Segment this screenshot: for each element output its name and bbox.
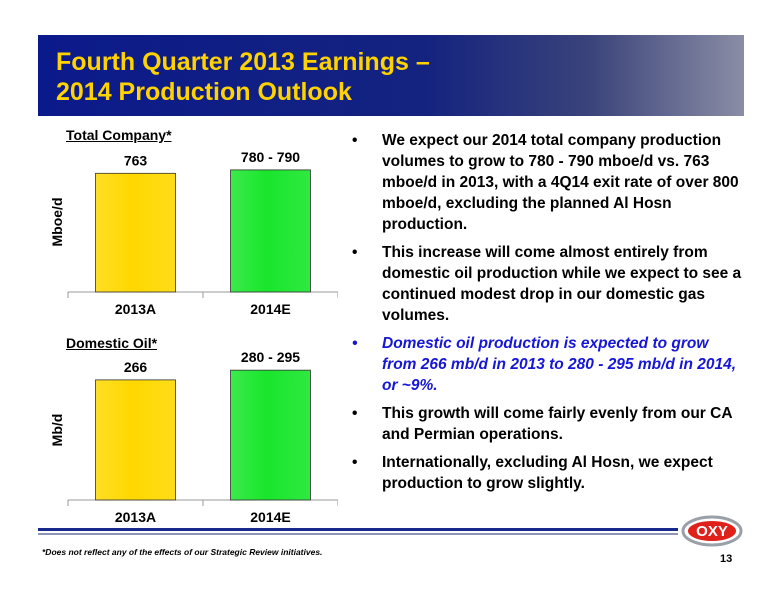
logo-oval — [688, 521, 736, 541]
bullet-item: • We expect our 2014 total company produ… — [352, 130, 744, 235]
bullet-marker: • — [352, 335, 358, 352]
footer-rule — [38, 528, 678, 531]
category-label: 2013A — [115, 509, 156, 525]
bullet-text: We expect our 2014 total company product… — [382, 132, 739, 233]
chart-title: Domestic Oil* — [66, 335, 158, 351]
logo-text: OXY — [696, 523, 728, 540]
page-title: Fourth Quarter 2013 Earnings – 2014 Prod… — [56, 47, 430, 107]
bullet-item: • This increase will come almost entirel… — [352, 242, 744, 326]
bullet-marker: • — [352, 244, 358, 261]
chart-title: Total Company* — [66, 127, 172, 143]
data-label: 763 — [124, 152, 148, 168]
domestic-oil-chart: Domestic Oil* Mb/d 266 2013A 280 - 295 2014E — [38, 335, 338, 545]
bullet-marker: • — [352, 454, 358, 471]
bullet-text: This growth will come fairly evenly from… — [382, 405, 732, 443]
data-label: 266 — [124, 359, 148, 375]
bar-2013a — [95, 379, 176, 501]
bar-2014e — [230, 169, 311, 293]
total-company-chart: Total Company* Mboe/d 763 2013A 780 - 790 20… — [38, 127, 338, 337]
y-axis-label: Mboe/d — [49, 198, 65, 247]
category-label: 2014E — [250, 301, 290, 317]
page-number: 13 — [720, 553, 733, 565]
data-label: 280 - 295 — [241, 349, 300, 365]
bullet-text: Domestic oil production is expected to g… — [382, 335, 737, 394]
bullet-marker: • — [352, 405, 358, 422]
chart-svg: Mboe/d 763 2013A 780 - 790 2014E — [49, 149, 338, 317]
title-banner: Fourth Quarter 2013 Earnings – 2014 Prod… — [38, 35, 744, 116]
bullet-marker: • — [352, 132, 358, 149]
chart-svg: Mb/d 266 2013A 280 - 295 2014E — [49, 349, 338, 525]
footer-rule-secondary — [38, 533, 678, 535]
logo-ring-outer — [681, 515, 743, 547]
bullet-item: • Internationally, excluding Al Hosn, we… — [352, 452, 744, 494]
bullet-list: • We expect our 2014 total company produ… — [352, 130, 744, 501]
category-label: 2013A — [115, 301, 156, 317]
bar-2013a — [95, 172, 176, 293]
bullet-item: • This growth will come fairly evenly fr… — [352, 403, 744, 445]
bar-2014e — [230, 369, 311, 501]
page-title-line-1: Fourth Quarter 2013 Earnings – — [56, 48, 430, 76]
data-label: 780 - 790 — [241, 149, 300, 165]
page-title-line-2: 2014 Production Outlook — [56, 78, 352, 106]
footnote: *Does not reflect any of the effects of … — [42, 547, 323, 557]
bullet-text: Internationally, excluding Al Hosn, we e… — [382, 454, 713, 492]
bullet-text: This increase will come almost entirely … — [382, 244, 742, 324]
oxy-logo: OXY — [681, 515, 743, 547]
category-label: 2014E — [250, 509, 290, 525]
bullet-item-highlighted: • Domestic oil production is expected to… — [352, 333, 744, 396]
y-axis-label: Mb/d — [49, 414, 65, 447]
